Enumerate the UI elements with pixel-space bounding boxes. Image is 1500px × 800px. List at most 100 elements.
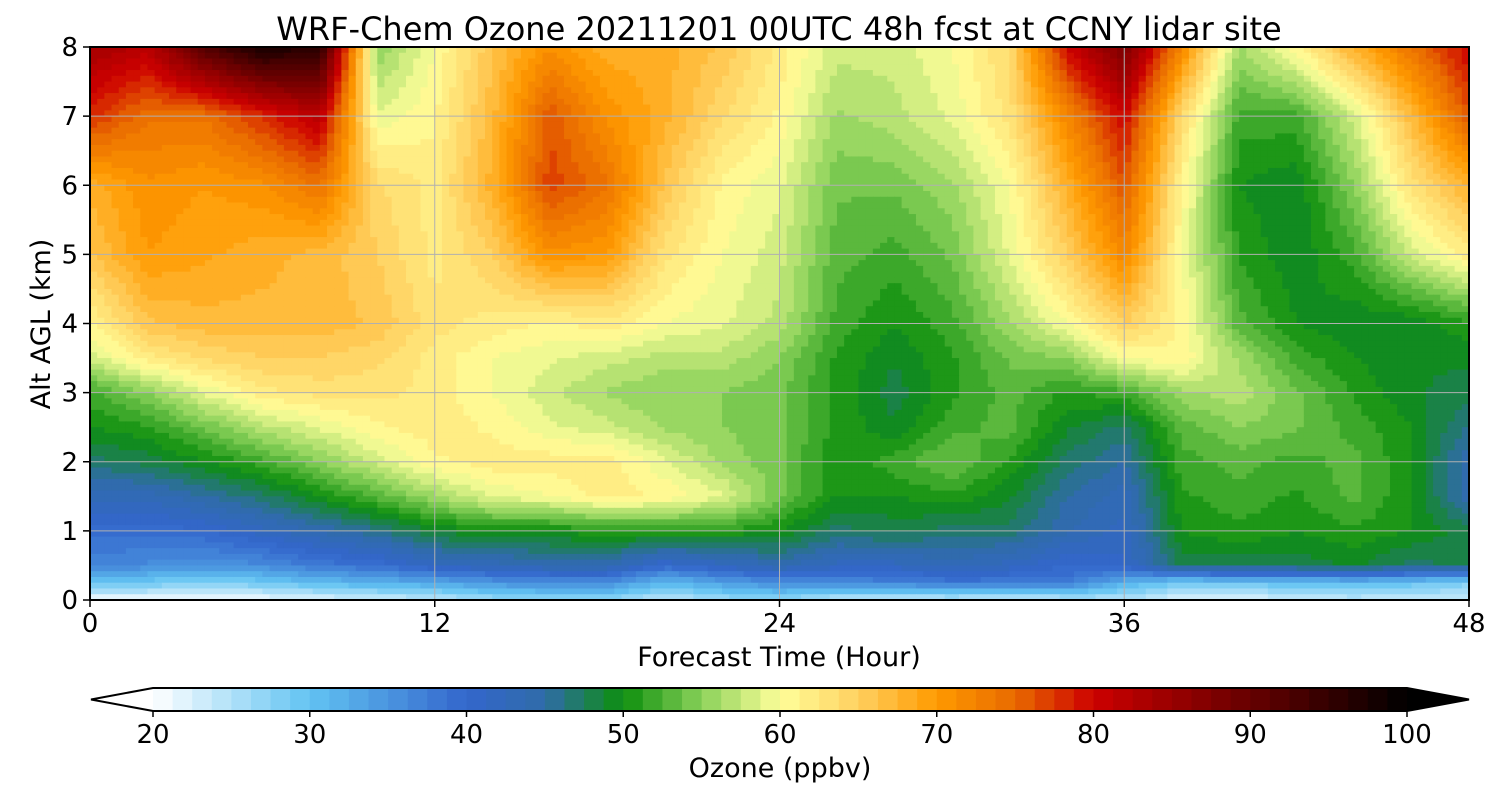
heatmap-cell bbox=[822, 47, 831, 54]
heatmap-cell bbox=[1117, 93, 1125, 100]
heatmap-cell bbox=[499, 98, 508, 106]
heatmap-cell bbox=[980, 162, 989, 169]
heatmap-cell bbox=[456, 116, 465, 123]
heatmap-cell bbox=[1002, 93, 1010, 100]
heatmap-cell bbox=[111, 139, 120, 146]
heatmap-cell bbox=[169, 47, 177, 54]
heatmap-cell bbox=[1073, 93, 1082, 100]
heatmap-cell bbox=[592, 127, 601, 135]
heatmap-cell bbox=[456, 127, 465, 135]
heatmap-cell bbox=[1267, 133, 1276, 140]
heatmap-cell bbox=[1016, 167, 1025, 175]
heatmap-cell bbox=[836, 110, 845, 117]
heatmap-cell bbox=[183, 162, 192, 169]
heatmap-cell bbox=[1310, 58, 1319, 65]
heatmap-cell bbox=[1002, 127, 1010, 135]
heatmap-cell bbox=[362, 139, 371, 146]
heatmap-cell bbox=[298, 127, 307, 135]
heatmap-cell bbox=[930, 87, 939, 94]
heatmap-cell bbox=[1038, 104, 1046, 111]
heatmap-cell bbox=[506, 167, 515, 175]
heatmap-cell bbox=[420, 127, 429, 135]
heatmap-cell bbox=[621, 98, 630, 106]
heatmap-cell bbox=[772, 121, 781, 129]
heatmap-cell bbox=[880, 139, 888, 146]
heatmap-cell bbox=[829, 93, 838, 100]
heatmap-cell bbox=[1354, 139, 1362, 146]
heatmap-cell bbox=[743, 179, 752, 186]
heatmap-cell bbox=[1447, 64, 1456, 71]
heatmap-cell bbox=[1095, 150, 1104, 158]
heatmap-cell bbox=[240, 116, 249, 123]
heatmap-cell bbox=[420, 179, 429, 186]
heatmap-cell bbox=[772, 185, 781, 192]
heatmap-cell bbox=[391, 185, 400, 192]
heatmap-cell bbox=[427, 167, 436, 175]
heatmap-cell bbox=[169, 110, 177, 117]
heatmap-cell bbox=[951, 179, 960, 186]
heatmap-cell bbox=[628, 133, 637, 140]
heatmap-cell bbox=[1260, 93, 1269, 100]
heatmap-cell bbox=[1361, 156, 1370, 163]
heatmap-cell bbox=[815, 104, 824, 111]
heatmap-cell bbox=[858, 121, 867, 129]
heatmap-cell bbox=[1066, 87, 1075, 94]
heatmap-cell bbox=[1152, 87, 1161, 94]
heatmap-cell bbox=[1361, 104, 1370, 111]
heatmap-cell bbox=[1303, 47, 1312, 54]
heatmap-cell bbox=[556, 52, 565, 60]
heatmap-cell bbox=[1224, 81, 1233, 88]
heatmap-cell bbox=[923, 150, 931, 158]
heatmap-cell bbox=[1275, 52, 1283, 60]
heatmap-cell bbox=[542, 75, 551, 83]
heatmap-cell bbox=[499, 127, 508, 135]
heatmap-cell bbox=[1124, 139, 1133, 146]
heatmap-cell bbox=[1382, 173, 1391, 181]
heatmap-cell bbox=[872, 98, 881, 106]
heatmap-cell bbox=[729, 87, 737, 94]
heatmap-cell bbox=[197, 144, 206, 152]
heatmap-cell bbox=[750, 98, 759, 106]
heatmap-cell bbox=[880, 121, 888, 129]
heatmap-cell bbox=[599, 104, 608, 111]
heatmap-cell bbox=[283, 173, 292, 181]
heatmap-cell bbox=[836, 75, 845, 83]
heatmap-cell bbox=[104, 121, 113, 129]
heatmap-cell bbox=[750, 139, 759, 146]
heatmap-cell bbox=[255, 156, 263, 163]
heatmap-cell bbox=[413, 64, 421, 71]
heatmap-cell bbox=[1023, 173, 1032, 181]
heatmap-cell bbox=[542, 64, 551, 71]
heatmap-cell bbox=[398, 70, 407, 77]
heatmap-cell bbox=[406, 70, 414, 77]
heatmap-cell bbox=[1088, 47, 1097, 54]
heatmap-cell bbox=[844, 150, 852, 158]
heatmap-cell bbox=[1433, 150, 1441, 158]
heatmap-cell bbox=[1375, 75, 1384, 83]
heatmap-cell bbox=[219, 110, 228, 117]
heatmap-cell bbox=[1066, 110, 1075, 117]
heatmap-cell bbox=[276, 93, 285, 100]
heatmap-cell bbox=[104, 162, 113, 169]
heatmap-cell bbox=[1354, 70, 1362, 77]
heatmap-cell bbox=[994, 75, 1003, 83]
heatmap-cell bbox=[240, 98, 249, 106]
heatmap-cell bbox=[1260, 156, 1269, 163]
heatmap-cell bbox=[1397, 52, 1405, 60]
heatmap-cell bbox=[513, 58, 522, 65]
heatmap-cell bbox=[571, 87, 579, 94]
heatmap-cell bbox=[750, 162, 759, 169]
heatmap-cell bbox=[1275, 64, 1283, 71]
heatmap-cell bbox=[406, 58, 414, 65]
heatmap-cell bbox=[1224, 52, 1233, 60]
heatmap-cell bbox=[1354, 52, 1362, 60]
heatmap-cell bbox=[377, 110, 386, 117]
heatmap-cell bbox=[951, 70, 960, 77]
heatmap-cell bbox=[327, 150, 335, 158]
heatmap-cell bbox=[887, 139, 896, 146]
heatmap-cell bbox=[1296, 70, 1305, 77]
heatmap-cell bbox=[355, 87, 364, 94]
heatmap-cell bbox=[248, 75, 256, 83]
heatmap-cell bbox=[1310, 81, 1319, 88]
heatmap-cell bbox=[1059, 162, 1068, 169]
